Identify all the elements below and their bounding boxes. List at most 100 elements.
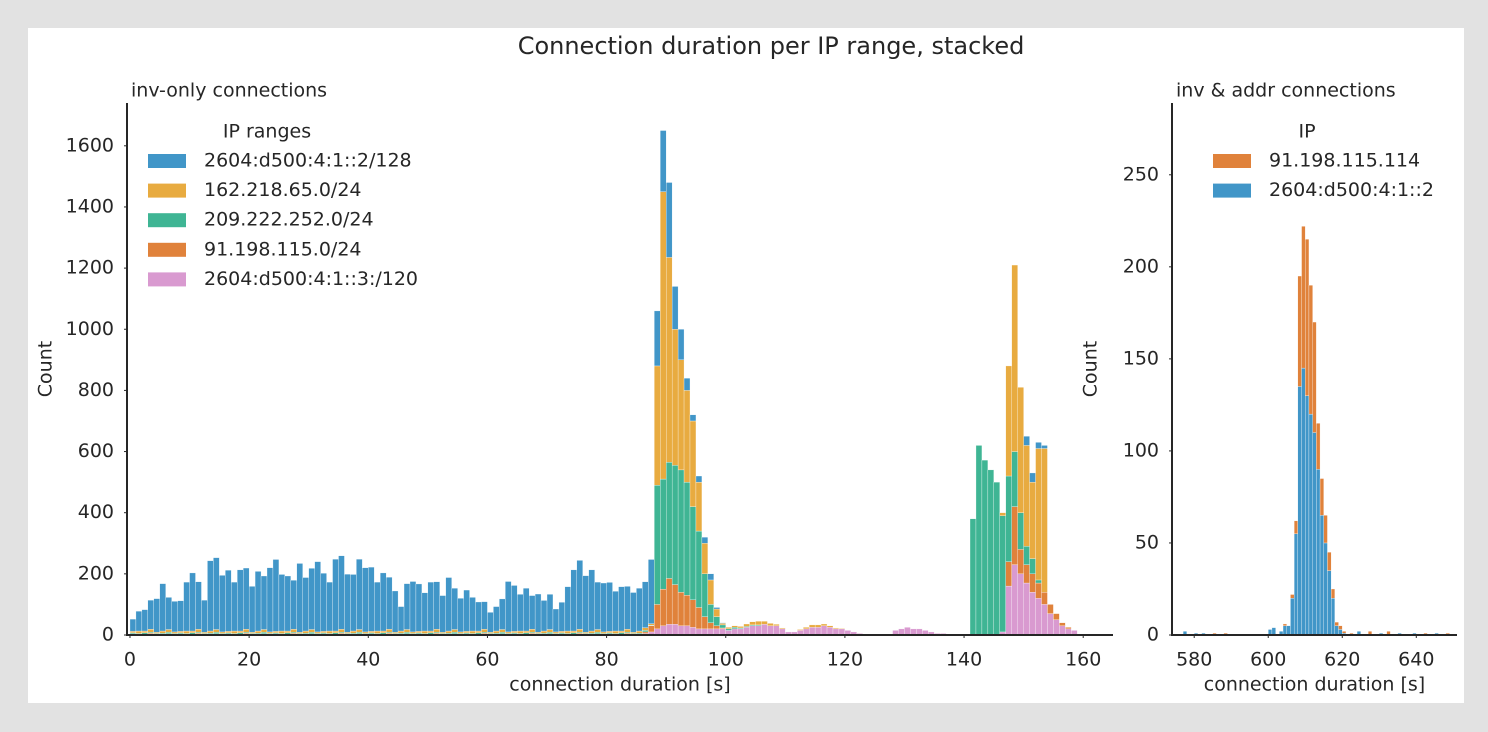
bar bbox=[523, 630, 530, 634]
bar bbox=[689, 599, 697, 628]
bar bbox=[499, 598, 506, 630]
bar bbox=[731, 627, 738, 630]
x-tick-label: 80 bbox=[595, 649, 619, 671]
bar bbox=[409, 581, 417, 633]
x-tick-label: 40 bbox=[356, 649, 380, 671]
bar bbox=[201, 632, 208, 634]
bar bbox=[129, 618, 137, 632]
bar bbox=[612, 591, 619, 632]
bar bbox=[1323, 515, 1328, 544]
bar bbox=[195, 581, 202, 630]
bar bbox=[630, 632, 637, 634]
bar bbox=[767, 625, 774, 636]
legend-title: IP bbox=[1298, 121, 1315, 143]
bar bbox=[1035, 598, 1042, 636]
bar bbox=[415, 583, 423, 632]
bar bbox=[463, 589, 470, 632]
bar bbox=[1017, 512, 1024, 550]
bar bbox=[243, 629, 250, 633]
axes-title: inv-only connections bbox=[131, 80, 327, 102]
bar bbox=[743, 627, 750, 636]
bar bbox=[725, 628, 732, 631]
bar bbox=[308, 632, 315, 634]
bar bbox=[636, 630, 643, 634]
bar bbox=[403, 629, 411, 633]
bar bbox=[475, 630, 482, 634]
bar bbox=[326, 581, 333, 632]
bar bbox=[386, 577, 393, 630]
bar bbox=[1293, 520, 1298, 534]
bar bbox=[356, 629, 363, 633]
bar bbox=[201, 599, 208, 633]
bar bbox=[493, 630, 500, 634]
bar bbox=[1023, 445, 1030, 547]
bar bbox=[260, 575, 268, 630]
bar bbox=[1035, 448, 1042, 581]
bar bbox=[773, 624, 780, 626]
bar bbox=[296, 632, 303, 634]
bar bbox=[177, 600, 184, 632]
bar bbox=[671, 624, 679, 636]
bar bbox=[618, 630, 625, 634]
bar bbox=[254, 571, 262, 632]
bar bbox=[1312, 321, 1317, 433]
bar bbox=[141, 630, 149, 634]
bar bbox=[660, 130, 667, 192]
bar bbox=[153, 632, 160, 634]
x-tick-label: 620 bbox=[1324, 649, 1360, 671]
legend-label: 162.218.65.0/24 bbox=[204, 179, 362, 201]
bar bbox=[141, 609, 149, 632]
bar bbox=[511, 631, 518, 634]
bar bbox=[695, 481, 703, 532]
bar bbox=[826, 627, 834, 636]
bar bbox=[391, 590, 399, 633]
bar bbox=[528, 595, 536, 630]
bar bbox=[1334, 621, 1339, 626]
bar bbox=[701, 537, 709, 544]
x-tick-label: 20 bbox=[237, 649, 261, 671]
bar bbox=[1059, 625, 1066, 636]
bar bbox=[612, 630, 619, 634]
bar bbox=[320, 573, 327, 632]
bar bbox=[600, 631, 607, 634]
bar bbox=[1029, 472, 1036, 483]
bar bbox=[397, 630, 405, 634]
bar bbox=[135, 611, 143, 632]
bar bbox=[582, 575, 589, 633]
bar bbox=[743, 623, 750, 627]
bar bbox=[677, 329, 685, 360]
bar bbox=[505, 631, 512, 634]
bar bbox=[1035, 579, 1042, 584]
bar bbox=[391, 632, 399, 634]
bar bbox=[677, 625, 685, 636]
bar bbox=[290, 580, 297, 630]
bar bbox=[487, 632, 494, 634]
bar bbox=[773, 625, 780, 636]
bar bbox=[707, 579, 714, 605]
bar bbox=[475, 601, 482, 632]
bar bbox=[701, 573, 709, 617]
bar bbox=[344, 632, 351, 634]
bar bbox=[1059, 622, 1066, 626]
bar bbox=[1029, 592, 1036, 636]
bar bbox=[1017, 387, 1024, 513]
bar bbox=[838, 628, 846, 630]
bar bbox=[660, 625, 667, 636]
bar bbox=[648, 559, 655, 624]
bar bbox=[171, 601, 178, 633]
bar bbox=[552, 631, 560, 634]
bar bbox=[1301, 367, 1306, 636]
bar bbox=[284, 630, 291, 634]
axes: 0 200 400 600 800 1000 1200 1400 1600 0 20 40 60 80 10… bbox=[35, 80, 1113, 696]
bar bbox=[1312, 432, 1317, 636]
bar bbox=[493, 606, 500, 632]
legend-swatch bbox=[1213, 183, 1251, 198]
bar bbox=[820, 625, 828, 636]
bar bbox=[564, 630, 571, 634]
bar bbox=[701, 543, 709, 575]
bar bbox=[999, 515, 1006, 633]
bar bbox=[1316, 469, 1321, 636]
bar bbox=[648, 625, 655, 633]
bar bbox=[1319, 478, 1324, 516]
bar bbox=[588, 630, 595, 634]
